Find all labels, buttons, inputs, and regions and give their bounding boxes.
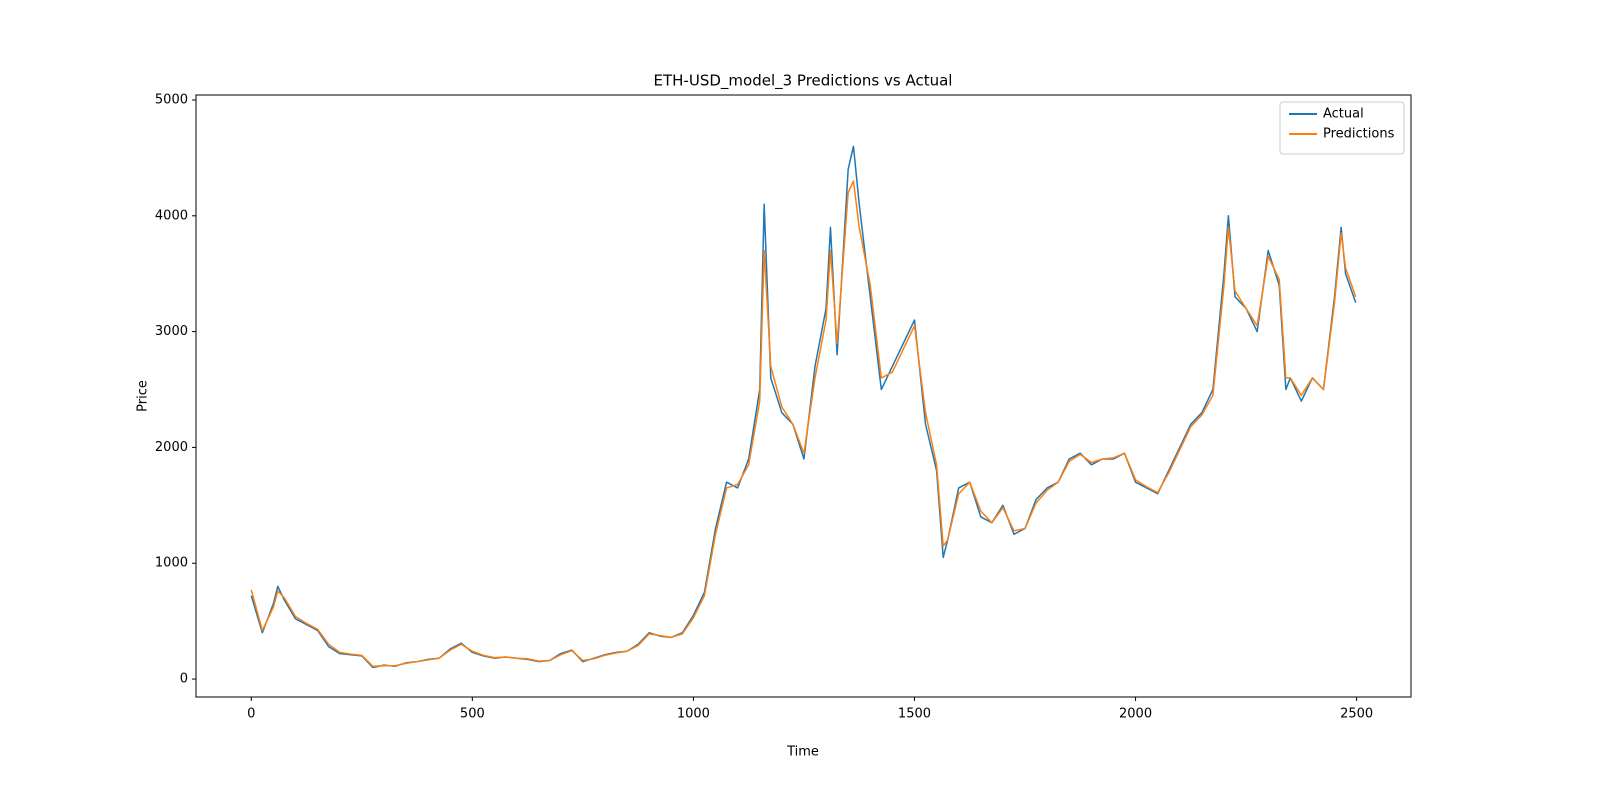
x-tick-label: 1500: [898, 707, 931, 722]
x-tick-label: 0: [247, 707, 255, 722]
x-tick-label: 1000: [677, 707, 710, 722]
x-tick-label: 2500: [1340, 707, 1373, 722]
x-tick-label: 2000: [1119, 707, 1152, 722]
y-tick-label: 2000: [155, 440, 188, 455]
legend-label: Actual: [1323, 107, 1364, 122]
line-series: [250, 180, 1357, 668]
x-axis-label: Time: [786, 745, 819, 760]
y-tick-label: 1000: [155, 556, 188, 571]
x-tick-label: 500: [460, 707, 485, 722]
y-tick-label: 0: [180, 672, 188, 687]
chart-title: ETH-USD_model_3 Predictions vs Actual: [654, 72, 953, 91]
y-tick-label: 5000: [155, 92, 188, 107]
plot-frame: [195, 94, 1412, 698]
y-tick-label: 4000: [155, 208, 188, 223]
y-tick-label: 3000: [155, 324, 188, 339]
y-axis-label: Price: [136, 380, 151, 412]
line-series: [250, 145, 1357, 669]
legend-label: Predictions: [1323, 127, 1395, 142]
